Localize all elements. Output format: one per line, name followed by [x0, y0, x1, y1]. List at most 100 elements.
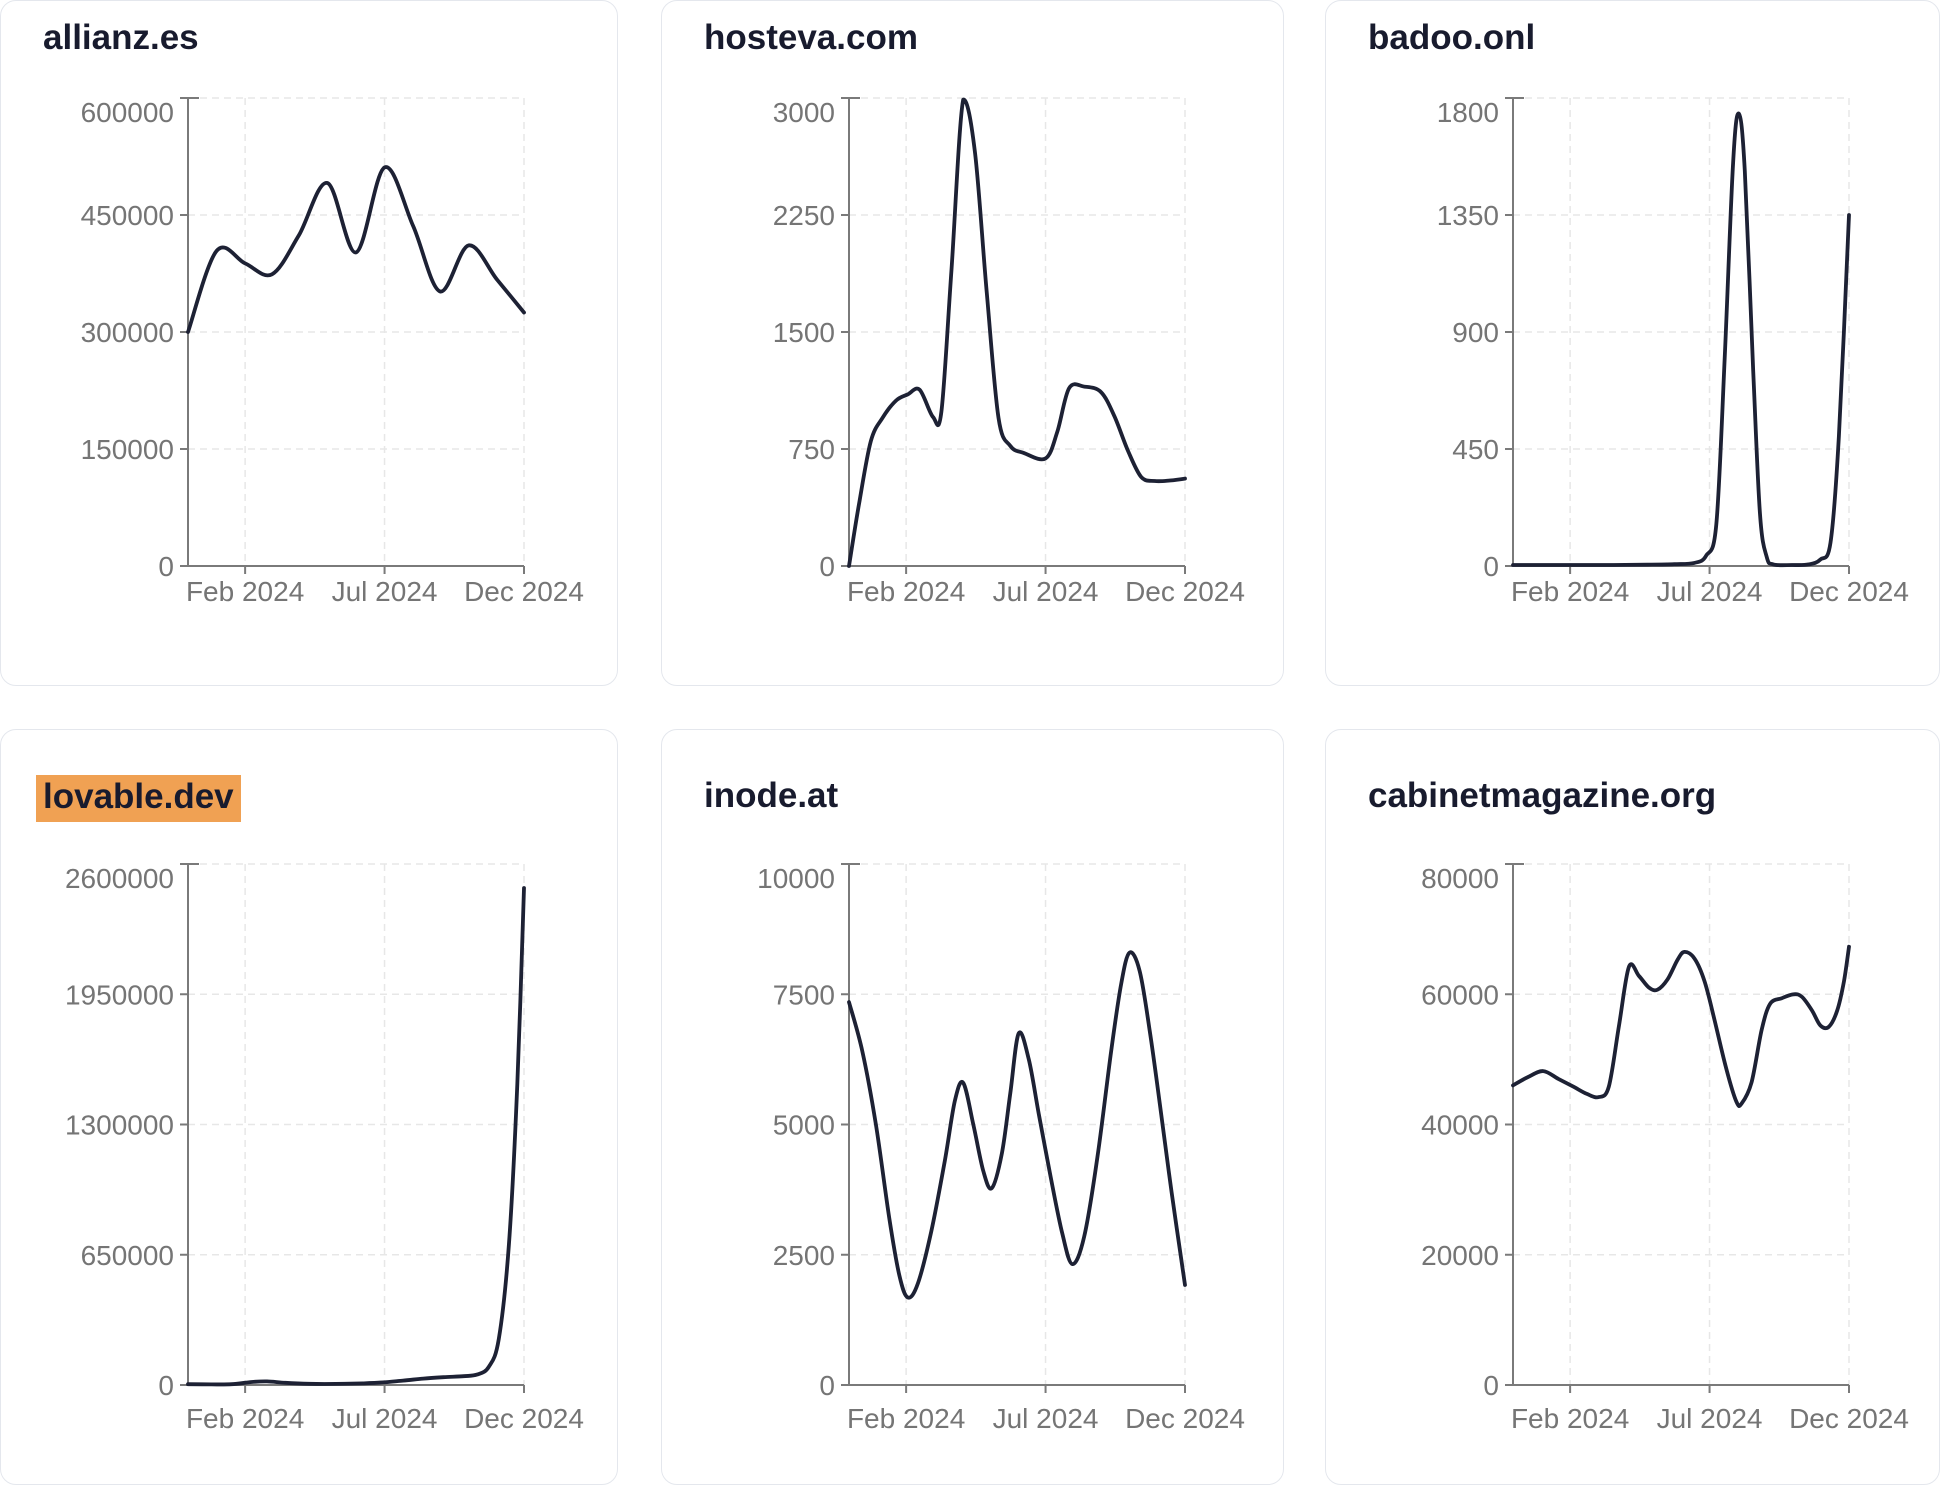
- x-axis: [1513, 1384, 1850, 1393]
- data-line: [847, 950, 1187, 1300]
- svg-text:0: 0: [1483, 1370, 1499, 1401]
- svg-text:0: 0: [158, 1370, 174, 1401]
- line-chart: 0 20000 40000 60000 80000 Feb 2024 Jul 2024 Dec…: [1421, 863, 1909, 1434]
- data-line: [186, 165, 526, 334]
- svg-text:Feb 2024: Feb 2024: [186, 1403, 304, 1434]
- y-axis: [841, 97, 860, 567]
- x-tick-labels: Feb 2024 Jul 2024 Dec 2024: [847, 1403, 1245, 1434]
- svg-text:Dec 2024: Dec 2024: [1789, 576, 1909, 607]
- chart-card-hosteva[interactable]: hosteva.com 0 750 1500 2250 3000 Feb 2024 Jul …: [661, 0, 1284, 686]
- svg-text:10000: 10000: [757, 863, 835, 894]
- data-line: [186, 886, 526, 1387]
- svg-text:Feb 2024: Feb 2024: [1511, 576, 1629, 607]
- y-tick-labels: 0 2500 5000 7500 10000: [757, 863, 835, 1401]
- svg-text:5000: 5000: [773, 1110, 835, 1141]
- chart-card-lovable[interactable]: lovable.dev 0 650000 1300000 1950000 2600000…: [0, 729, 618, 1485]
- svg-text:1800: 1800: [1437, 97, 1499, 128]
- svg-text:Dec 2024: Dec 2024: [1125, 576, 1245, 607]
- x-tick-labels: Feb 2024 Jul 2024 Dec 2024: [847, 576, 1245, 607]
- svg-text:Jul 2024: Jul 2024: [993, 576, 1099, 607]
- y-axis: [1505, 97, 1524, 567]
- y-tick-labels: 0 20000 40000 60000 80000: [1421, 863, 1499, 1401]
- x-tick-labels: Feb 2024 Jul 2024 Dec 2024: [186, 576, 584, 607]
- y-tick-labels: 0 150000 300000 450000 600000: [81, 97, 174, 582]
- y-axis: [1505, 863, 1524, 1386]
- svg-text:750: 750: [788, 434, 835, 465]
- gridlines: [188, 863, 525, 1385]
- svg-text:Feb 2024: Feb 2024: [847, 1403, 965, 1434]
- chart-title: hosteva.com: [704, 18, 918, 57]
- svg-text:0: 0: [819, 1370, 835, 1401]
- svg-text:450: 450: [1452, 434, 1499, 465]
- svg-text:0: 0: [158, 551, 174, 582]
- x-tick-labels: Feb 2024 Jul 2024 Dec 2024: [1511, 576, 1909, 607]
- chart-card-inode[interactable]: inode.at 0 2500 5000 7500 10000 Feb 2024 Jul 2…: [661, 729, 1284, 1485]
- svg-text:Jul 2024: Jul 2024: [1657, 1403, 1763, 1434]
- line-chart: 0 650000 1300000 1950000 2600000 Feb 2024 Jul …: [65, 863, 584, 1434]
- svg-text:Jul 2024: Jul 2024: [332, 576, 438, 607]
- chart-title: cabinetmagazine.org: [1368, 776, 1717, 815]
- chart-title: inode.at: [704, 776, 839, 815]
- svg-text:Feb 2024: Feb 2024: [186, 576, 304, 607]
- svg-text:60000: 60000: [1421, 979, 1499, 1010]
- gridlines: [1513, 863, 1850, 1385]
- svg-text:Dec 2024: Dec 2024: [1789, 1403, 1909, 1434]
- svg-text:7500: 7500: [773, 979, 835, 1010]
- svg-text:Jul 2024: Jul 2024: [1657, 576, 1763, 607]
- svg-text:900: 900: [1452, 317, 1499, 348]
- x-axis: [188, 1384, 525, 1393]
- chart-title-highlighted: lovable.dev: [36, 775, 241, 822]
- data-line: [1511, 111, 1851, 568]
- svg-text:20000: 20000: [1421, 1240, 1499, 1271]
- x-axis: [849, 565, 1186, 574]
- svg-text:Feb 2024: Feb 2024: [847, 576, 965, 607]
- x-tick-labels: Feb 2024 Jul 2024 Dec 2024: [186, 1403, 584, 1434]
- svg-text:1950000: 1950000: [65, 979, 174, 1010]
- line-chart: 0 750 1500 2250 3000 Feb 2024 Jul 2024 Dec 2024: [773, 97, 1245, 607]
- svg-text:2250: 2250: [773, 200, 835, 231]
- y-tick-labels: 0 750 1500 2250 3000: [773, 97, 835, 582]
- svg-text:40000: 40000: [1421, 1110, 1499, 1141]
- svg-text:150000: 150000: [81, 434, 174, 465]
- chart-card-badoo[interactable]: badoo.onl 0 450 900 1350 1800 Feb 2024 Jul 202…: [1325, 0, 1940, 686]
- x-axis: [1513, 565, 1850, 574]
- svg-text:450000: 450000: [81, 200, 174, 231]
- y-tick-labels: 0 450 900 1350 1800: [1437, 97, 1499, 582]
- svg-text:600000: 600000: [81, 97, 174, 128]
- data-line: [1511, 944, 1851, 1108]
- gridlines: [1513, 97, 1850, 566]
- svg-text:Feb 2024: Feb 2024: [1511, 1403, 1629, 1434]
- x-axis: [188, 565, 525, 574]
- y-axis: [841, 863, 860, 1386]
- svg-text:300000: 300000: [81, 317, 174, 348]
- gridlines: [849, 97, 1186, 566]
- line-chart: 0 450 900 1350 1800 Feb 2024 Jul 2024 Dec 2024: [1437, 97, 1909, 607]
- svg-text:3000: 3000: [773, 97, 835, 128]
- svg-text:1300000: 1300000: [65, 1110, 174, 1141]
- chart-card-allianz[interactable]: allianz.es 0 150000 300000 450000 600000 Feb …: [0, 0, 618, 686]
- chart-title: allianz.es: [43, 18, 199, 57]
- x-axis: [849, 1384, 1186, 1393]
- gridlines: [188, 97, 525, 566]
- svg-text:1350: 1350: [1437, 200, 1499, 231]
- svg-text:Dec 2024: Dec 2024: [464, 1403, 584, 1434]
- svg-text:0: 0: [819, 551, 835, 582]
- svg-text:Dec 2024: Dec 2024: [1125, 1403, 1245, 1434]
- svg-text:0: 0: [1483, 551, 1499, 582]
- gridlines: [849, 863, 1186, 1385]
- svg-text:650000: 650000: [81, 1240, 174, 1271]
- x-tick-labels: Feb 2024 Jul 2024 Dec 2024: [1511, 1403, 1909, 1434]
- svg-text:Dec 2024: Dec 2024: [464, 576, 584, 607]
- svg-text:Jul 2024: Jul 2024: [993, 1403, 1099, 1434]
- svg-text:Jul 2024: Jul 2024: [332, 1403, 438, 1434]
- data-line: [847, 97, 1187, 568]
- svg-text:2500: 2500: [773, 1240, 835, 1271]
- y-tick-labels: 0 650000 1300000 1950000 2600000: [65, 863, 174, 1401]
- chart-card-cabinetmagazine[interactable]: cabinetmagazine.org 0 20000 40000 60000 8000…: [1325, 729, 1940, 1485]
- line-chart: 0 150000 300000 450000 600000 Feb 2024 Jul 202…: [81, 97, 584, 607]
- svg-text:1500: 1500: [773, 317, 835, 348]
- svg-text:2600000: 2600000: [65, 863, 174, 894]
- line-chart: 0 2500 5000 7500 10000 Feb 2024 Jul 2024 Dec 20…: [757, 863, 1245, 1434]
- svg-text:80000: 80000: [1421, 863, 1499, 894]
